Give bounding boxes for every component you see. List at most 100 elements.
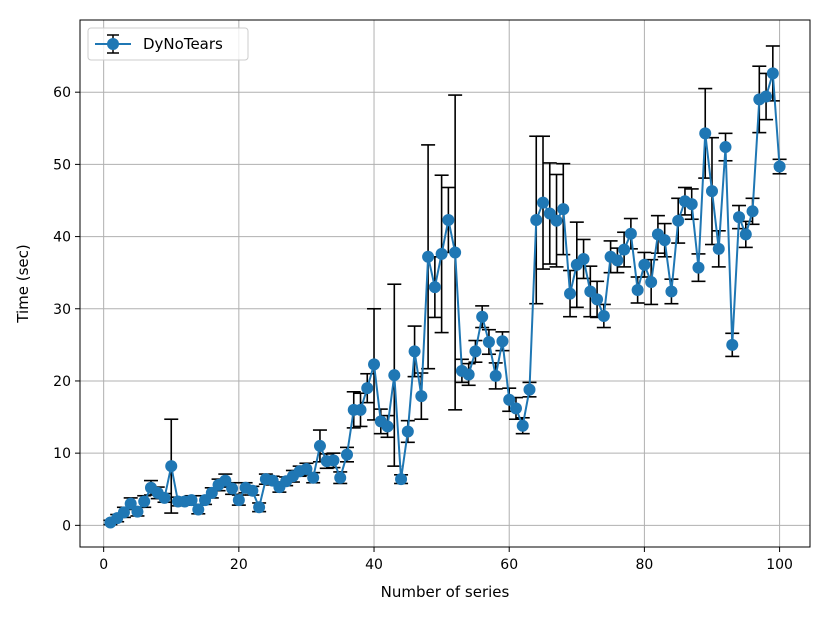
x-tick-label: 100 [766, 557, 793, 573]
data-point [368, 358, 381, 371]
data-point [658, 234, 671, 247]
data-point [537, 196, 550, 209]
data-point [766, 67, 779, 80]
data-point [733, 211, 746, 224]
data-point [712, 242, 725, 255]
data-point [516, 419, 529, 432]
data-point [253, 501, 266, 514]
data-point [361, 382, 374, 395]
y-tick-label: 0 [62, 518, 71, 534]
y-axis-ticks: 0 10 20 30 40 50 60 [53, 85, 80, 534]
data-point [327, 454, 340, 467]
data-point [124, 497, 137, 510]
data-point [340, 448, 353, 461]
data-point [381, 420, 394, 433]
y-tick-label: 10 [53, 446, 71, 462]
data-point [435, 247, 448, 260]
data-point [584, 285, 597, 298]
data-point [313, 439, 326, 452]
data-point [746, 205, 759, 218]
series-polyline [109, 72, 781, 524]
data-point [624, 227, 637, 240]
data-point [564, 287, 577, 300]
y-tick-label: 50 [53, 157, 71, 173]
data-point [523, 383, 536, 396]
data-point [591, 293, 604, 306]
data-point [185, 494, 198, 507]
data-point [597, 309, 610, 322]
axes-frame [79, 19, 811, 548]
data-point [219, 474, 232, 487]
data-point [158, 491, 171, 504]
data-point [334, 471, 347, 484]
data-point [165, 460, 178, 473]
data-point [726, 338, 739, 351]
legend-label: DyNoTears [143, 35, 223, 53]
legend-box [87, 27, 249, 61]
data-point [300, 463, 313, 476]
x-axis-label: Number of series [381, 583, 510, 601]
data-point [705, 185, 718, 198]
data-point [557, 203, 570, 216]
data-point [719, 141, 732, 154]
data-point [760, 90, 773, 103]
data-point [117, 506, 130, 519]
data-point [611, 254, 624, 267]
data-point [685, 198, 698, 211]
data-point [503, 393, 516, 406]
data-point [205, 486, 218, 499]
data-point [618, 243, 631, 256]
data-point [496, 335, 509, 348]
data-points [104, 67, 786, 529]
data-point [672, 214, 685, 227]
data-point [739, 228, 752, 241]
data-point [773, 160, 786, 173]
data-point [645, 276, 658, 289]
data-point [469, 345, 482, 358]
y-tick-label: 60 [53, 85, 71, 101]
y-tick-label: 20 [53, 374, 71, 390]
data-point [422, 250, 435, 263]
data-point [442, 213, 455, 226]
data-point [428, 281, 441, 294]
data-point [462, 368, 475, 381]
data-point [138, 495, 151, 508]
series-line [109, 72, 781, 524]
data-point [415, 390, 428, 403]
data-point [476, 310, 489, 323]
data-point [408, 345, 421, 358]
legend-marker [107, 38, 119, 50]
data-point [307, 471, 320, 484]
data-point [638, 258, 651, 271]
data-point [192, 503, 205, 516]
x-tick-label: 60 [500, 557, 518, 573]
data-point [232, 494, 245, 507]
data-point [401, 425, 414, 438]
data-point [449, 246, 462, 259]
grid [80, 20, 810, 547]
data-point [388, 369, 401, 382]
data-point [577, 252, 590, 265]
data-point [665, 285, 678, 298]
data-point [631, 283, 644, 296]
y-axis-label: Time (sec) [14, 244, 32, 323]
data-point [550, 214, 563, 227]
legend: DyNoTears [87, 27, 249, 61]
y-tick-label: 30 [53, 302, 71, 318]
y-tick-label: 40 [53, 230, 71, 246]
x-axis-ticks: 0 20 40 60 80 100 [99, 547, 793, 573]
x-tick-label: 80 [635, 557, 653, 573]
data-point [509, 402, 522, 415]
data-point [530, 213, 543, 226]
data-point [131, 505, 144, 518]
data-point [692, 261, 705, 274]
x-tick-label: 20 [230, 557, 248, 573]
data-point [246, 484, 259, 497]
data-point [354, 403, 367, 416]
x-tick-label: 0 [99, 557, 108, 573]
data-point [699, 127, 712, 140]
data-point [482, 335, 495, 348]
x-tick-label: 40 [365, 557, 383, 573]
data-point [395, 473, 408, 486]
